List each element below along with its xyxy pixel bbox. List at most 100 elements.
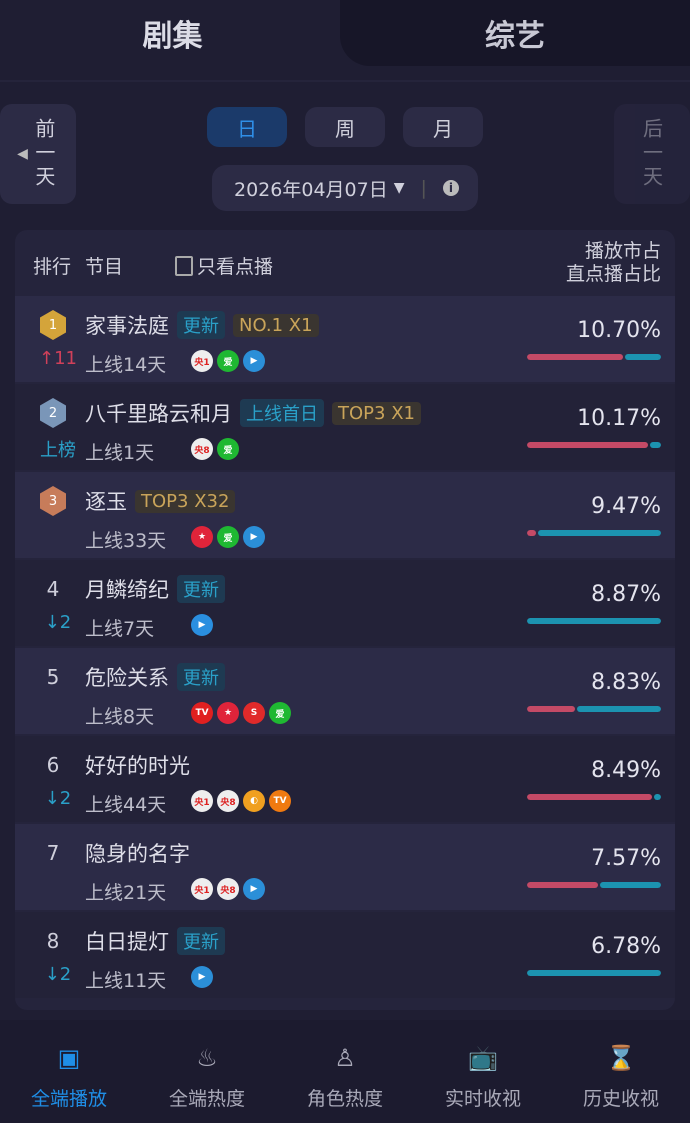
rank: 7: [39, 838, 67, 868]
program-title[interactable]: 逐玉: [85, 490, 127, 514]
platform-icon: 央1: [191, 350, 213, 372]
tag-badge: 更新: [177, 663, 225, 691]
market-share: 10.17%: [577, 406, 661, 431]
ratio-bar: [527, 794, 661, 800]
rank-change: ↓2: [44, 612, 72, 633]
flame-icon: ♨: [196, 1044, 218, 1072]
nav-label: 全端热度: [168, 1088, 245, 1110]
program-title-line: 白日提灯 更新: [85, 926, 225, 956]
table-row[interactable]: 4 ↓2 月鳞绮纪 更新 上线7天 ▶ 8.87%: [15, 560, 675, 646]
rank-change: ↓2: [44, 964, 72, 985]
program-title-line: 逐玉 TOP3 X32: [85, 486, 236, 516]
program-title[interactable]: 隐身的名字: [85, 842, 190, 866]
platform-list: 央1 央8 ▶: [191, 878, 265, 900]
market-share: 6.78%: [591, 934, 661, 959]
header-share: 播放市占 直点播占比: [566, 240, 661, 286]
nav-label: 历史收视: [582, 1088, 659, 1110]
rank-change: ↓2: [44, 788, 72, 809]
ratio-bar: [527, 882, 661, 888]
nav-label: 全端播放: [30, 1088, 107, 1110]
period-month[interactable]: 月: [403, 107, 483, 147]
prev-day-button[interactable]: ◀ 前一天: [0, 104, 76, 204]
days-online: 上线21天: [85, 882, 167, 904]
nav-item[interactable]: ▣ 全端播放: [0, 1020, 138, 1123]
platform-list: 央1 爱 ▶: [191, 350, 265, 372]
ratio-bar-teal: [625, 354, 661, 360]
program-title[interactable]: 八千里路云和月: [85, 402, 232, 426]
tv-icon: 📺: [468, 1044, 498, 1072]
dropdown-icon: ▼: [393, 180, 405, 196]
ratio-bar-pink: [527, 530, 537, 536]
nav-label: 实时收视: [444, 1088, 521, 1110]
rank-number: 6: [46, 753, 60, 777]
program-title-line: 八千里路云和月 上线首日 TOP3 X1: [85, 398, 421, 428]
platform-icon: TV: [191, 702, 213, 724]
days-online: 上线44天: [85, 794, 167, 816]
nav-item[interactable]: ♙ 角色热度: [276, 1020, 414, 1123]
nav-label: 角色热度: [306, 1088, 383, 1110]
platform-list: 央1 央8 ◐ TV: [191, 790, 291, 812]
caret-left-icon: ◀: [17, 146, 28, 162]
program-title[interactable]: 家事法庭: [85, 314, 169, 338]
nav-item[interactable]: ⌛ 历史收视: [552, 1020, 690, 1123]
nav-item[interactable]: ♨ 全端热度: [138, 1020, 276, 1123]
rank: 4: [39, 574, 67, 604]
prev-day-label: 前一天: [31, 118, 56, 190]
bottom-nav: ▣ 全端播放 ♨ 全端热度 ♙ 角色热度 📺 实时收视 ⌛ 历史收视: [0, 1020, 690, 1123]
table-row[interactable]: 6 ↓2 好好的时光 上线44天 央1 央8 ◐ TV 8.49%: [15, 736, 675, 822]
table-row[interactable]: 2 上榜 八千里路云和月 上线首日 TOP3 X1 上线1天 央8 爱 10.17%: [15, 384, 675, 470]
table-row[interactable]: 5 危险关系 更新 上线8天 TV ★ S 爱 8.83%: [15, 648, 675, 734]
table-row[interactable]: 8 ↓2 白日提灯 更新 上线11天 ▶ 6.78%: [15, 912, 675, 998]
next-day-button[interactable]: 后一天: [614, 104, 690, 204]
ratio-bar-teal: [527, 618, 661, 624]
days-online: 上线7天: [85, 618, 155, 640]
program-title[interactable]: 危险关系: [85, 666, 169, 690]
platform-icon: TV: [269, 790, 291, 812]
tab-variety[interactable]: 综艺: [340, 0, 690, 66]
table-row[interactable]: 3 逐玉 TOP3 X32 上线33天 ★ 爱 ▶ 9.47%: [15, 472, 675, 558]
divider: [0, 80, 690, 82]
platform-icon: 央1: [191, 878, 213, 900]
header-program: 节目: [85, 256, 124, 278]
program-title-line: 危险关系 更新: [85, 662, 225, 692]
rank-number: 5: [46, 665, 60, 689]
market-share: 8.49%: [591, 758, 661, 783]
next-day-label: 后一天: [639, 118, 664, 190]
tab-drama[interactable]: 剧集: [142, 19, 203, 54]
rank-number: 8: [46, 929, 60, 953]
platform-icon: ◐: [243, 790, 265, 812]
ratio-bar: [527, 530, 661, 536]
platform-icon: 爱: [269, 702, 291, 724]
rank: 1: [39, 310, 67, 340]
market-share: 8.87%: [591, 582, 661, 607]
info-icon[interactable]: i: [442, 180, 459, 196]
ratio-bar: [527, 970, 661, 976]
date-picker[interactable]: 2026年04月07日 ▼ | i: [212, 165, 478, 211]
person-icon: ♙: [334, 1044, 356, 1072]
rank: 2: [39, 398, 67, 428]
platform-icon: ▶: [243, 878, 265, 900]
checkbox[interactable]: [175, 255, 193, 276]
program-title[interactable]: 好好的时光: [85, 754, 190, 778]
program-title[interactable]: 白日提灯: [85, 930, 169, 954]
tag-badge: 更新: [177, 311, 225, 339]
table-row[interactable]: 1 ↑11 家事法庭 更新 NO.1 X1 上线14天 央1 爱 ▶ 10.70%: [15, 296, 675, 382]
platform-list: TV ★ S 爱: [191, 702, 291, 724]
program-title[interactable]: 月鳞绮纪: [85, 578, 169, 602]
market-share: 10.70%: [577, 318, 661, 343]
platform-list: 央8 爱: [191, 438, 239, 460]
days-online: 上线33天: [85, 530, 167, 552]
ranking-table: 排行 节目 只看点播 播放市占 直点播占比 1 ↑11 家事法庭 更新 NO.1 X1…: [15, 230, 675, 1010]
ratio-bar-teal: [577, 706, 661, 712]
header-share-label: 播放市占: [584, 240, 661, 262]
rank-medal-icon: 3: [40, 486, 66, 516]
period-day[interactable]: 日: [207, 107, 287, 147]
platform-icon: 爱: [217, 438, 239, 460]
program-title-line: 好好的时光: [85, 750, 190, 780]
table-row[interactable]: 7 隐身的名字 上线21天 央1 央8 ▶ 7.57%: [15, 824, 675, 910]
nav-item[interactable]: 📺 实时收视: [414, 1020, 552, 1123]
vod-only-filter[interactable]: 只看点播: [175, 252, 273, 279]
period-week[interactable]: 周: [305, 107, 385, 147]
ratio-bar-teal: [649, 442, 661, 448]
rank-number: 4: [46, 577, 60, 601]
